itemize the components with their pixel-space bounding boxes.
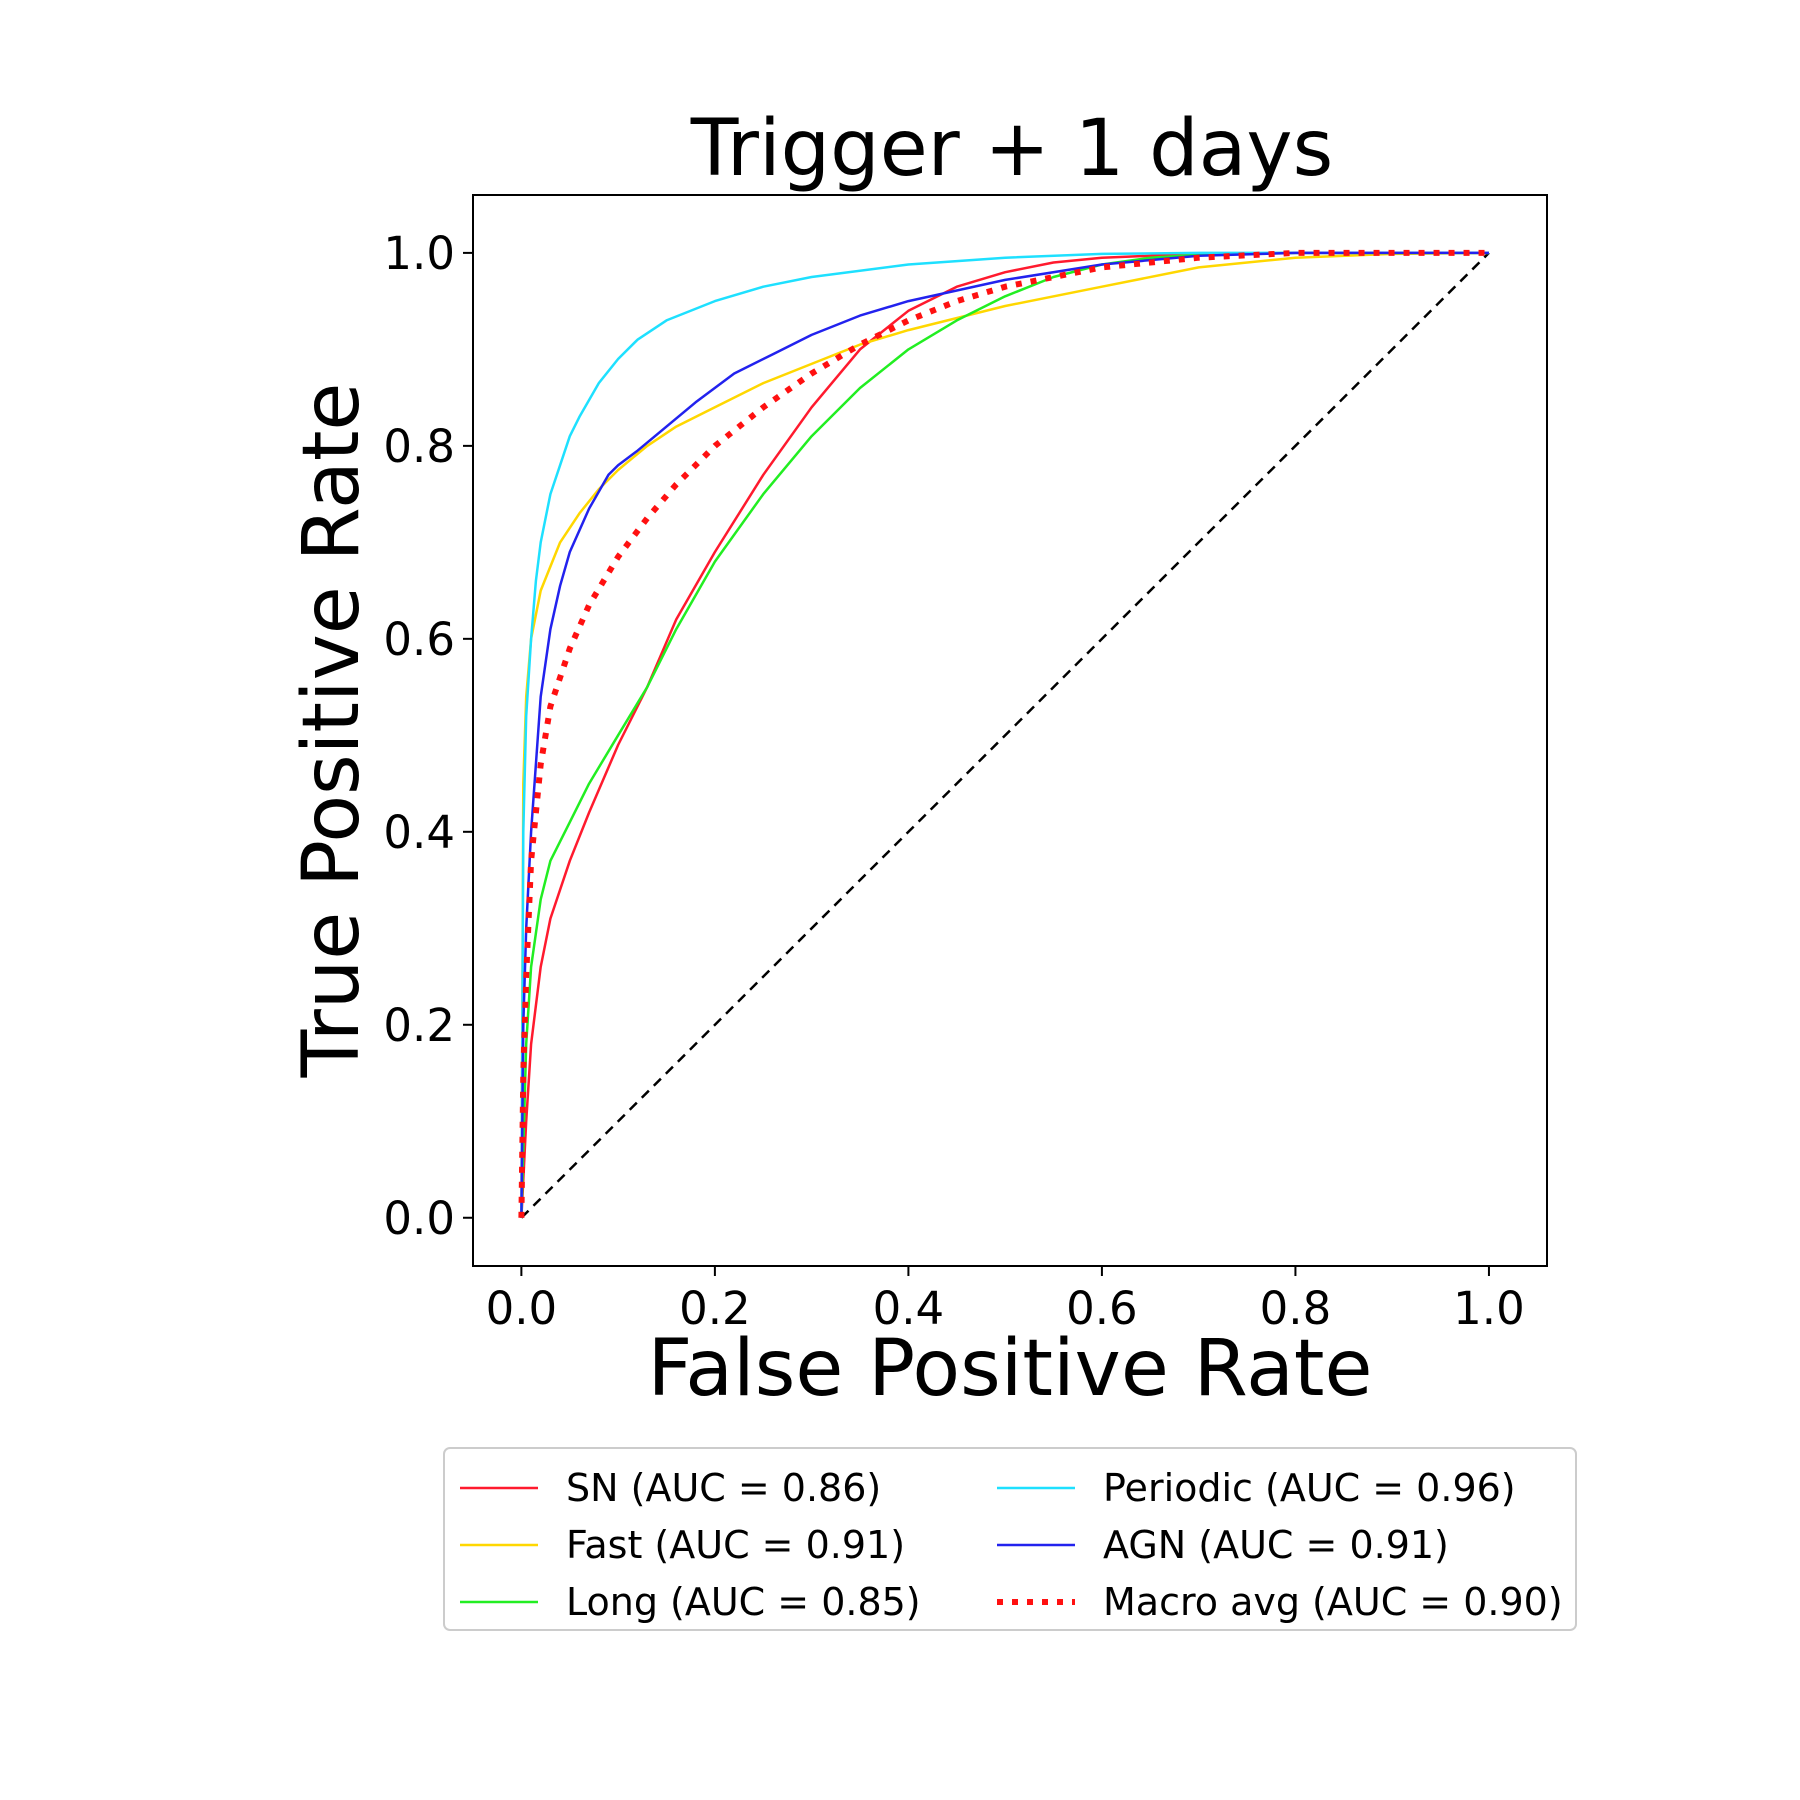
y-tick-label: 0.0 <box>383 1192 455 1245</box>
y-tick-label: 0.4 <box>383 806 455 859</box>
series-line-5 <box>520 251 1489 1218</box>
x-axis-ticks: 0.0 0.2 0.4 0.6 0.8 1.0 <box>486 1266 1525 1335</box>
x-tick-label: 0.4 <box>873 1282 945 1335</box>
y-tick-label: 0.6 <box>383 613 455 666</box>
series-line-macro-avg <box>518 249 1489 1218</box>
chart-title: Trigger + 1 days <box>690 104 1333 194</box>
legend-entry-label: Fast (AUC = 0.91) <box>566 1523 905 1567</box>
legend-entry-label: Periodic (AUC = 0.96) <box>1103 1466 1516 1510</box>
x-tick-label: 1.0 <box>1453 1282 1525 1335</box>
y-tick-label: 1.0 <box>383 227 455 280</box>
plot-area-frame <box>472 194 1548 1267</box>
legend-entry-label: Macro avg (AUC = 0.90) <box>1103 1580 1563 1624</box>
y-axis-ticks: 0.0 0.2 0.4 0.6 0.8 1.0 <box>383 227 473 1245</box>
legend: SN (AUC = 0.86) Fast (AUC = 0.91) Long (AU… <box>443 1447 1577 1631</box>
diagonal-reference-line <box>520 252 1490 1219</box>
legend-frame <box>443 1447 1577 1631</box>
y-tick-label: 0.2 <box>383 999 455 1052</box>
series-line-2 <box>520 251 1489 1218</box>
series-line-1 <box>520 251 1489 1218</box>
series-layer <box>518 249 1490 1219</box>
legend-entry-label: AGN (AUC = 0.91) <box>1103 1523 1449 1567</box>
x-tick-label: 0.2 <box>679 1282 751 1335</box>
legend-entry-label: Long (AUC = 0.85) <box>566 1580 921 1624</box>
series-line-4 <box>520 251 1489 1218</box>
x-tick-label: 0.8 <box>1260 1282 1332 1335</box>
legend-entry-label: SN (AUC = 0.86) <box>566 1466 881 1510</box>
x-tick-label: 0.6 <box>1066 1282 1138 1335</box>
series-line-3 <box>520 251 1489 1218</box>
x-tick-label: 0.0 <box>486 1282 558 1335</box>
y-tick-label: 0.8 <box>383 420 455 473</box>
y-axis-label: True Positive Rate <box>287 383 377 1079</box>
x-axis-label: False Positive Rate <box>648 1324 1373 1414</box>
